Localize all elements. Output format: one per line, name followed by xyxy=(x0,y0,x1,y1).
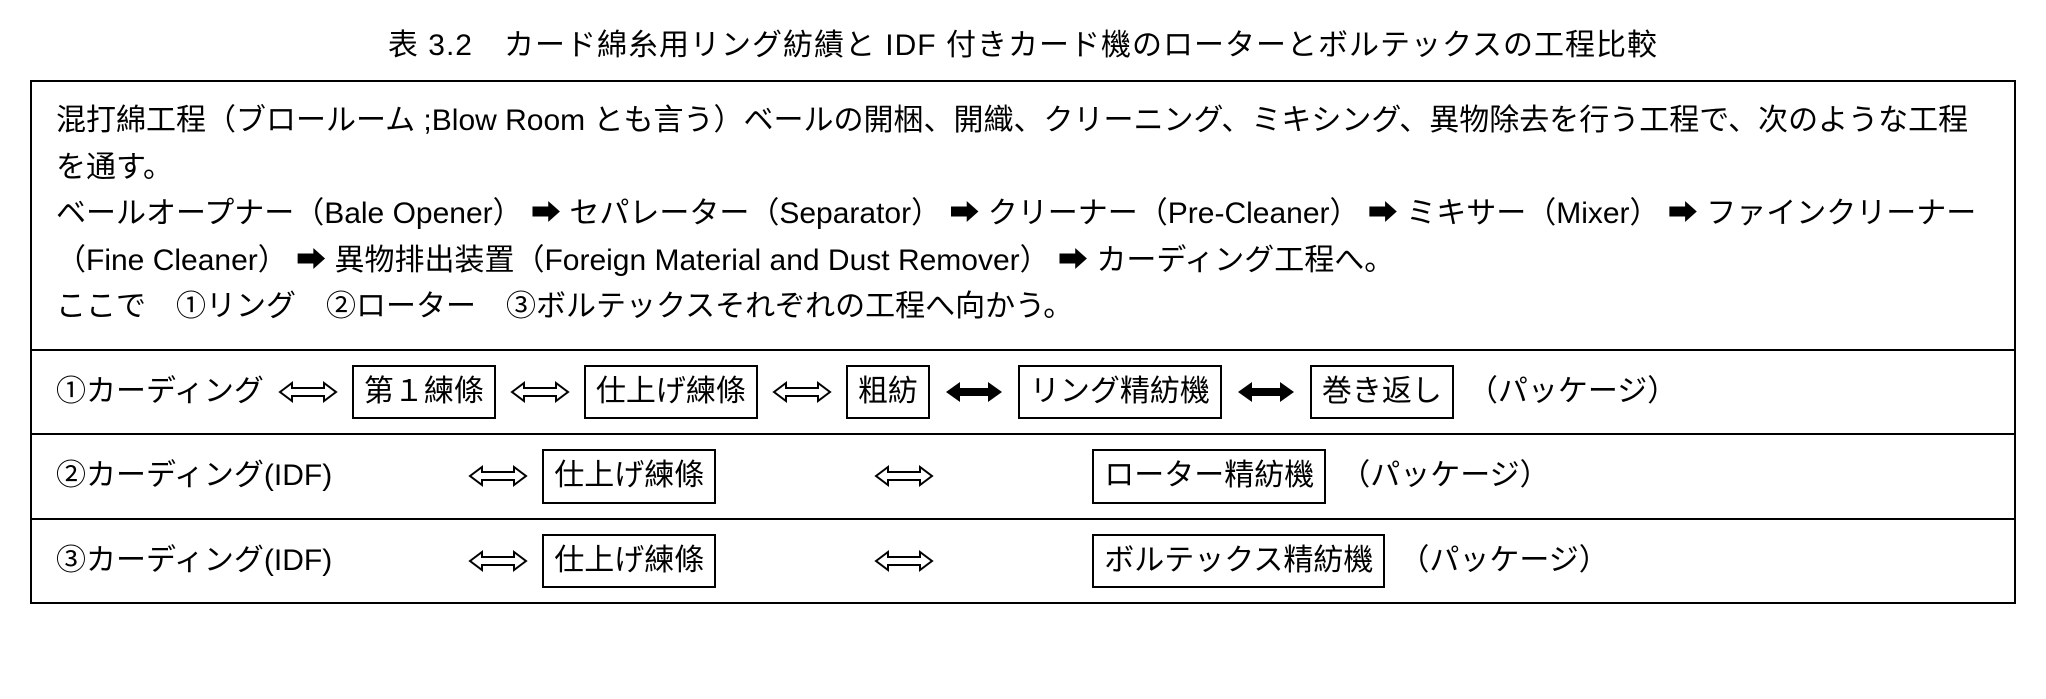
flow2-carding: ②カーディング(IDF) xyxy=(56,453,332,500)
double-arrow-open-icon xyxy=(278,380,338,404)
process-table: 混打綿工程（ブロールーム ;Blow Room とも言う）ベールの開梱、開織、ク… xyxy=(30,80,2016,604)
intro-line1: 混打綿工程（ブロールーム ;Blow Room とも言う）ベールの開梱、開織、ク… xyxy=(56,98,1990,191)
arrow-right-icon: ➡ xyxy=(1058,244,1096,277)
double-arrow-solid-icon xyxy=(944,380,1004,404)
flow2-step2: 仕上げ練條 xyxy=(542,449,716,504)
flow3-end: （パッケージ） xyxy=(1399,538,1608,585)
intro-flow: ベールオープナー（Bale Opener） ➡ セパレーター（Separator… xyxy=(56,191,1990,284)
arrow-right-icon: ➡ xyxy=(949,197,987,230)
flow2-step4: ローター精紡機 xyxy=(1092,449,1326,504)
foreign-step: 異物排出装置（Foreign Material and Dust Remover… xyxy=(334,244,1049,277)
carding-to: カーディング工程へ。 xyxy=(1096,244,1394,277)
flow-row-3: ③カーディング(IDF) 仕上げ練條 ボルテックス精紡機 （パッケージ） xyxy=(32,518,2014,603)
table-caption: 表 3.2 カード綿糸用リング紡績と IDF 付きカード機のローターとボルテック… xyxy=(30,20,2016,64)
precleaner-step: クリーナー（Pre-Cleaner） xyxy=(988,197,1360,230)
flow3-step2: 仕上げ練條 xyxy=(542,534,716,589)
bale-opener: ベールオープナー（Bale Opener） xyxy=(56,197,523,230)
arrow-right-icon: ➡ xyxy=(296,244,334,277)
double-arrow-open-icon xyxy=(468,549,528,573)
flow1-end: （パッケージ） xyxy=(1468,369,1677,416)
double-arrow-open-icon xyxy=(510,380,570,404)
double-arrow-open-icon xyxy=(874,464,934,488)
flow2-end: （パッケージ） xyxy=(1340,453,1549,500)
arrow-right-icon: ➡ xyxy=(1668,197,1706,230)
intro-row: 混打綿工程（ブロールーム ;Blow Room とも言う）ベールの開梱、開織、ク… xyxy=(32,82,2014,349)
flow3-carding: ③カーディング(IDF) xyxy=(56,538,332,585)
arrow-right-icon: ➡ xyxy=(1368,197,1406,230)
double-arrow-open-icon xyxy=(468,464,528,488)
flow3-step4: ボルテックス精紡機 xyxy=(1092,534,1385,589)
double-arrow-open-icon xyxy=(874,549,934,573)
flow1-step2: 仕上げ練條 xyxy=(584,365,758,420)
flow1-step3: 粗紡 xyxy=(846,365,930,420)
intro-line4: ここで ①リング ②ローター ③ボルテックスそれぞれの工程へ向かう。 xyxy=(56,284,1990,331)
flow-row-2: ②カーディング(IDF) 仕上げ練條 ローター精紡機 （パッケージ） xyxy=(32,433,2014,518)
double-arrow-solid-icon xyxy=(1236,380,1296,404)
mixer-step: ミキサー（Mixer） xyxy=(1406,197,1659,230)
arrow-right-icon: ➡ xyxy=(531,197,569,230)
flow-row-1: ①カーディング 第１練條 仕上げ練條 粗紡 リング精紡機 巻き返し （パッケージ… xyxy=(32,349,2014,434)
flow1-step1: 第１練條 xyxy=(352,365,496,420)
double-arrow-open-icon xyxy=(772,380,832,404)
separator-step: セパレーター（Separator） xyxy=(569,197,941,230)
flow1-step4: リング精紡機 xyxy=(1018,365,1222,420)
flow1-step5: 巻き返し xyxy=(1310,365,1454,420)
flow1-carding: ①カーディング xyxy=(56,369,264,416)
